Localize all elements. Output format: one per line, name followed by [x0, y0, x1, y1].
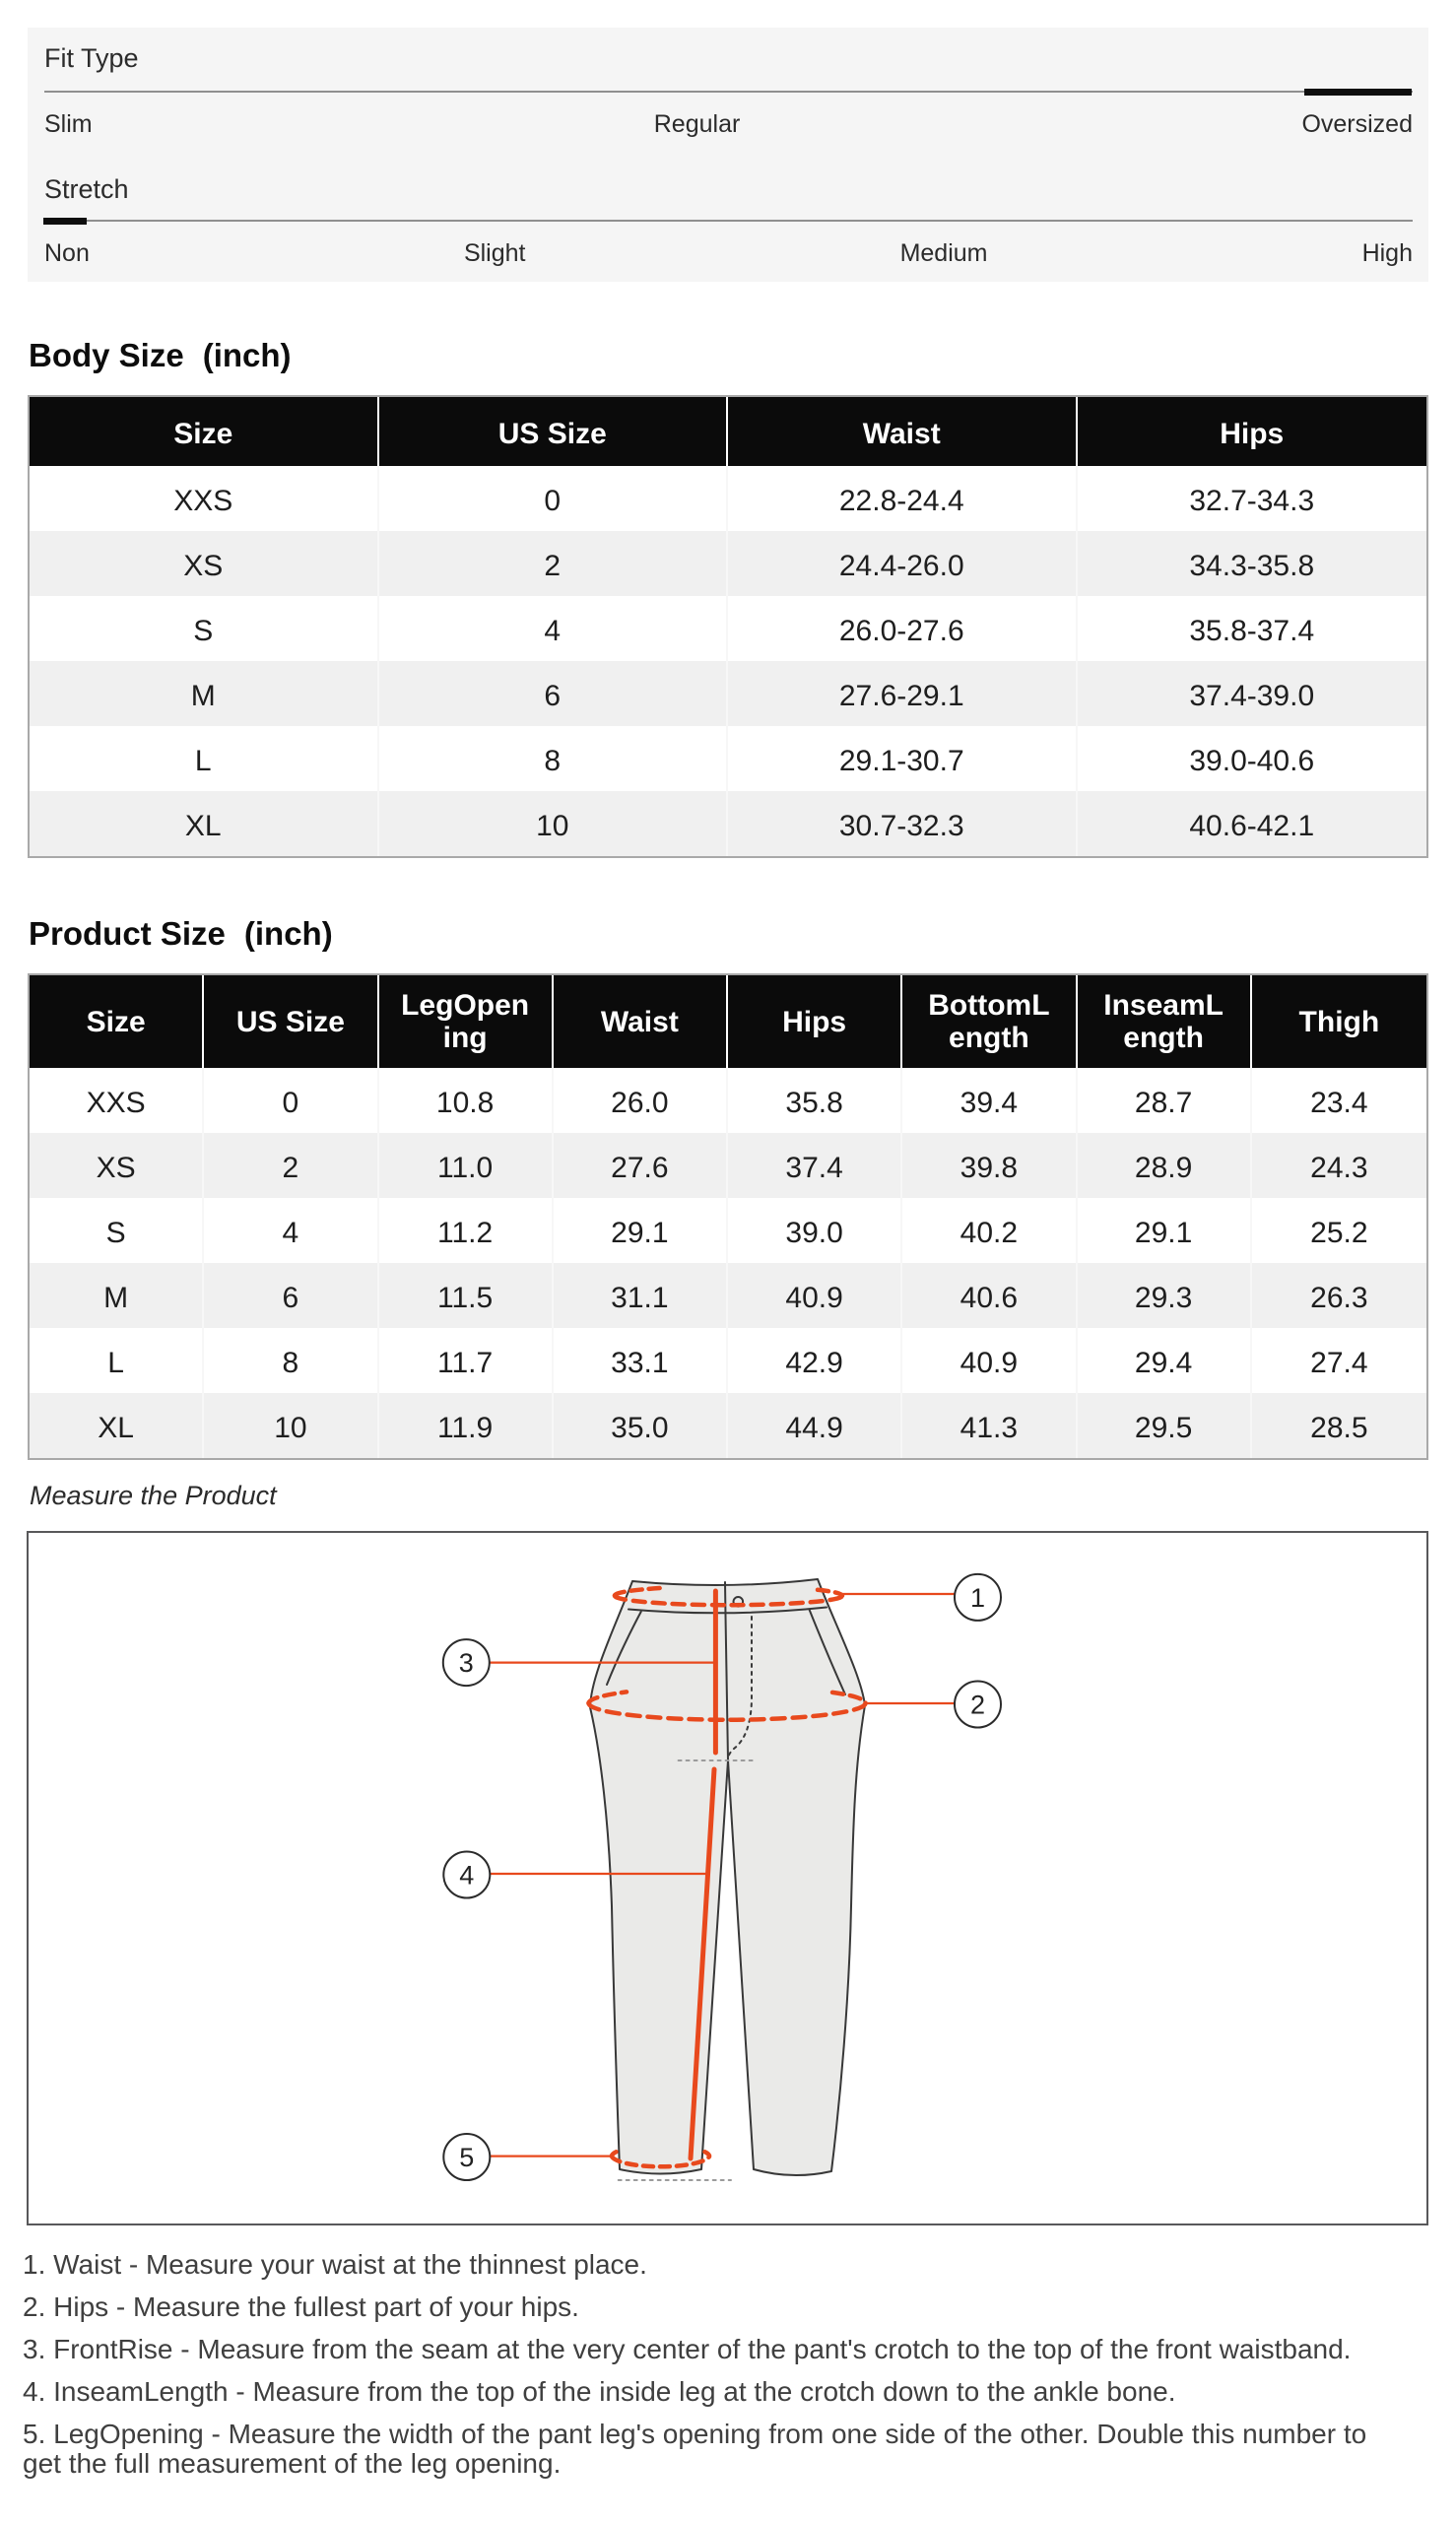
svg-text:3: 3 — [459, 1648, 474, 1678]
svg-text:4: 4 — [459, 1861, 474, 1891]
svg-text:2: 2 — [970, 1691, 985, 1720]
svg-text:5: 5 — [459, 2143, 474, 2172]
svg-text:1: 1 — [970, 1583, 985, 1613]
